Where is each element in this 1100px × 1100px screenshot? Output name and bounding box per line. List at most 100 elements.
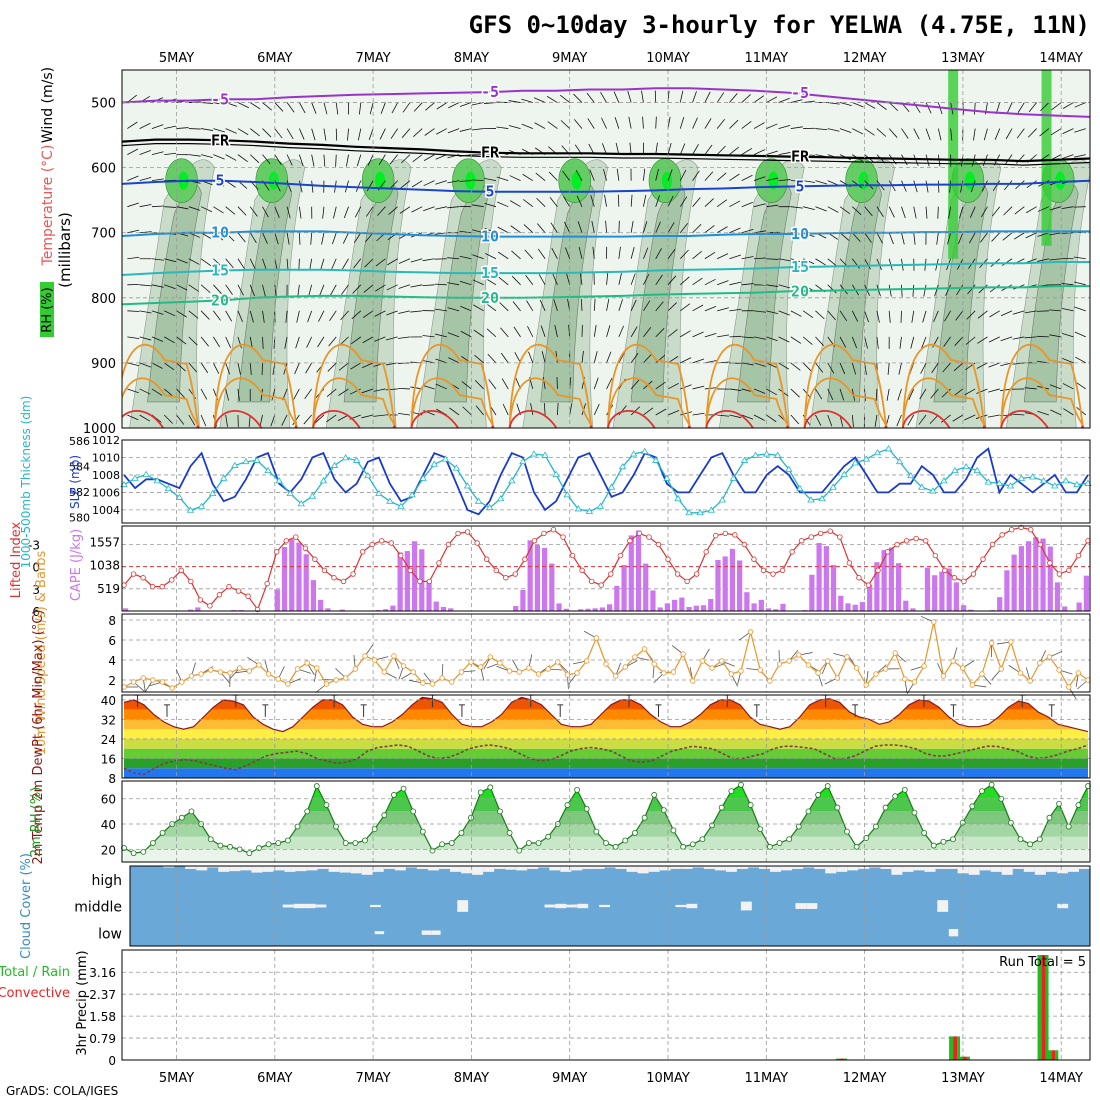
wind-barb [851, 336, 858, 349]
wind-barb [575, 169, 583, 181]
wind-barb [1012, 310, 1025, 315]
slp-tick: 1012 [92, 434, 120, 447]
precip-total-bar [1037, 955, 1042, 1060]
wind-barb [471, 128, 484, 131]
boundary-isotherm [312, 377, 396, 428]
wind-barb [176, 362, 186, 372]
wind-barb [766, 388, 777, 396]
wind-barb [225, 206, 236, 215]
boundary-isotherm [902, 343, 986, 428]
wind-barb [350, 336, 362, 345]
date-label-top: 13MAY [941, 51, 985, 66]
wind-barb [778, 124, 791, 129]
cloud-clear-bar [714, 866, 726, 871]
rh-saturated-core [768, 171, 779, 190]
wind-barb [1074, 128, 1086, 133]
wind-barb [539, 299, 546, 312]
wind-barb [559, 94, 570, 103]
cape-bar [1054, 582, 1061, 611]
wind-barb [630, 406, 641, 416]
wind-barb [741, 336, 754, 339]
wind-speed-marker [940, 673, 947, 679]
date-label-bottom: 14MAY [1039, 1071, 1083, 1086]
lifted-index-marker [884, 549, 891, 555]
slp-tick: 1010 [92, 451, 120, 464]
wind-barb [976, 362, 988, 369]
wind-barb [354, 206, 362, 218]
wind-barb [630, 379, 640, 390]
precip-total-bar [949, 1036, 954, 1060]
cape-bar [838, 595, 844, 611]
wind-barb [330, 284, 337, 296]
cape-bar [686, 606, 692, 611]
wind-speed-marker [699, 658, 706, 664]
humidity-marker [921, 829, 928, 836]
wind-barb [704, 251, 716, 260]
cape-bar [621, 564, 627, 611]
wind-barb [1025, 232, 1037, 239]
wind-barb [1049, 232, 1062, 236]
wind-barb [753, 388, 766, 394]
lifted-index-marker [1066, 567, 1072, 574]
wind-barb [729, 227, 741, 234]
wind-speed-marker [1066, 684, 1072, 690]
cape-bar [960, 605, 967, 611]
wind-barb [741, 174, 753, 182]
cloud-clear-bar [549, 866, 561, 871]
thickness-marker [596, 502, 605, 509]
wind-barb [151, 178, 164, 182]
wind-barb [387, 258, 398, 266]
boundary-isotherm [122, 343, 200, 428]
cape-bar [657, 607, 663, 611]
thickness-marker [807, 496, 815, 503]
wind-barb [1000, 310, 1013, 317]
wind-speed-marker [805, 662, 812, 668]
wind-barb [989, 310, 1000, 318]
wind-barb [151, 258, 164, 261]
cloud-clear-bar [494, 866, 506, 869]
wind-barb [815, 128, 828, 131]
wind-barb [753, 362, 766, 367]
cloud-clear-bar [394, 866, 406, 871]
humidity-marker [246, 850, 253, 857]
wind-barb [593, 351, 598, 364]
wind-speed-marker [757, 667, 763, 673]
wind-barb [397, 388, 410, 390]
cloud-clear-bar [675, 904, 687, 908]
isotherm-label: 15 [211, 261, 229, 279]
wind-barb [920, 362, 927, 374]
isotherm-line [122, 138, 1090, 163]
humidity-marker [988, 781, 995, 788]
wind-barb [973, 128, 976, 141]
humidity-marker [516, 847, 523, 854]
cape-bar [534, 544, 540, 611]
wind-barb [1012, 336, 1025, 340]
humidity-marker [217, 842, 224, 849]
lifted-index-marker [798, 538, 805, 544]
wind-barb [398, 310, 411, 314]
wind-barb [270, 414, 276, 427]
thickness-tick: 584 [69, 461, 90, 474]
wind-barb [729, 335, 742, 338]
wind-barb [717, 334, 730, 338]
temperature-ylabel: 2m Temp 2m DewPt (6hr Min/Max) (°C) [31, 610, 46, 865]
cloud-clear-bar [304, 903, 316, 909]
wind-barb [964, 388, 976, 396]
lifted-index-marker [674, 571, 681, 577]
cloud-clear-bar [461, 866, 473, 874]
cloud-clear-bar [990, 866, 1002, 872]
humidity-marker [747, 802, 754, 808]
boundary-isotherm [1000, 410, 1085, 428]
cape-bar [737, 560, 743, 611]
wind-barb [188, 414, 196, 426]
wind-barb [1014, 206, 1025, 215]
wind-barb [341, 284, 349, 295]
wind-barb [803, 206, 815, 211]
wind-speed-marker [931, 619, 937, 625]
thickness-marker [286, 489, 294, 497]
wind-barb [1024, 310, 1037, 314]
wind-barb [802, 258, 815, 265]
cape-bar [274, 589, 280, 611]
